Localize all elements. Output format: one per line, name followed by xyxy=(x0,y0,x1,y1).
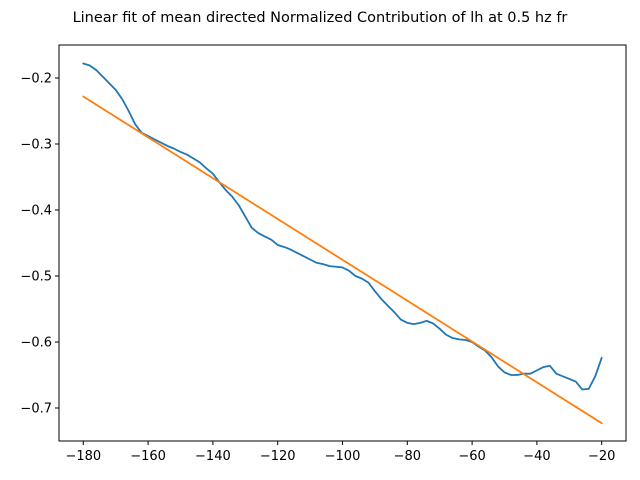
y-tick-label: −0.7 xyxy=(20,402,52,417)
y-tick-label: −0.4 xyxy=(20,204,52,219)
x-tick-label: −140 xyxy=(195,449,231,464)
x-tick-label: −80 xyxy=(394,449,421,464)
x-tick-label: −160 xyxy=(130,449,166,464)
series-line-2 xyxy=(82,95,603,425)
y-tick-label: −0.3 xyxy=(20,138,52,153)
y-axis: −0.2 −0.3 −0.4 −0.5 −0.6 −0.7 xyxy=(20,72,59,417)
series-layer xyxy=(82,62,603,425)
chart-title: Linear fit of mean directed Normalized C… xyxy=(73,10,568,26)
y-tick-label: −0.2 xyxy=(20,72,52,87)
y-tick-label: −0.6 xyxy=(20,336,52,351)
series-line-1 xyxy=(82,62,603,391)
plot-frame xyxy=(58,44,627,442)
x-tick-label: −60 xyxy=(458,449,485,464)
x-tick-label: −120 xyxy=(260,449,296,464)
x-tick-label: −20 xyxy=(588,449,615,464)
x-tick-label: −180 xyxy=(65,449,101,464)
y-tick-label: −0.5 xyxy=(20,270,52,285)
x-tick-label: −40 xyxy=(523,449,550,464)
x-tick-label: −100 xyxy=(325,449,361,464)
x-axis: −180 −160 −140 −120 −100 −80 −60 −40 −20 xyxy=(65,441,615,464)
